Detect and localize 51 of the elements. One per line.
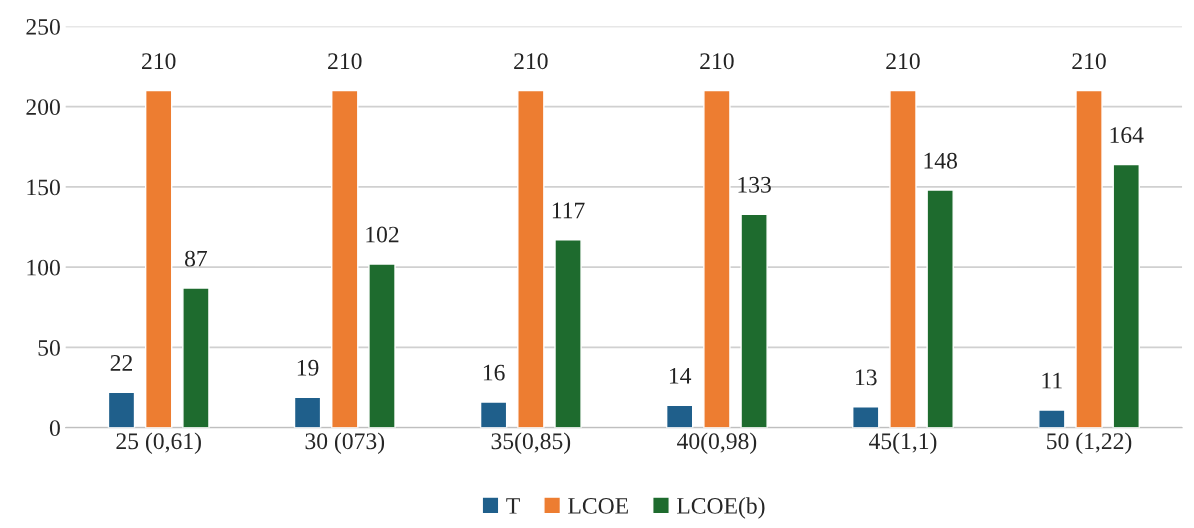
- y-tick-label: 50: [38, 339, 60, 356]
- bar: [144, 89, 173, 428]
- legend-label: LCOE(b): [677, 497, 765, 519]
- bar: [1038, 409, 1066, 428]
- bar: [665, 404, 694, 428]
- data-label: 87: [185, 250, 208, 267]
- x-tick-label: 35(0,85): [491, 432, 571, 454]
- bar: [368, 263, 396, 428]
- data-label: 19: [297, 359, 319, 376]
- data-label: 133: [738, 176, 771, 193]
- bar: [1075, 89, 1103, 428]
- legend-label: T: [506, 498, 520, 514]
- y-tick-label: 200: [26, 99, 60, 116]
- data-label: 22: [110, 355, 132, 371]
- x-tick-label: 25 (0,61): [116, 432, 201, 454]
- bar: [703, 89, 731, 428]
- legend-label: LCOE: [568, 497, 628, 514]
- data-label: 117: [552, 202, 585, 219]
- bar: [554, 239, 582, 428]
- x-tick-label: 30 (073): [305, 432, 385, 454]
- y-tick-label: 250: [26, 18, 60, 35]
- data-label: 210: [1072, 53, 1106, 70]
- y-tick-label: 0: [49, 420, 60, 437]
- x-tick-label: 45(1,1): [869, 432, 937, 454]
- bar: [740, 213, 768, 428]
- data-label: 11: [1042, 372, 1062, 389]
- bar: [107, 391, 136, 428]
- data-label: 14: [669, 367, 692, 384]
- bar: [852, 406, 880, 428]
- bar: [293, 396, 322, 428]
- data-label: 13: [856, 369, 877, 386]
- data-label: 210: [886, 53, 920, 70]
- bar: [517, 89, 545, 428]
- data-label: 210: [328, 53, 362, 70]
- bar: [926, 189, 954, 428]
- x-tick-label: 40(0,98): [677, 432, 757, 454]
- data-label: 148: [924, 152, 957, 169]
- bar: [889, 89, 917, 428]
- data-label: 210: [142, 53, 176, 70]
- bar: [182, 287, 210, 428]
- data-label: 164: [1110, 127, 1144, 143]
- y-tick-label: 100: [27, 259, 60, 276]
- bar: [1112, 163, 1140, 428]
- data-label: 102: [366, 226, 399, 243]
- bar: [479, 401, 508, 428]
- x-tick-label: 50 (1,22): [1047, 432, 1132, 454]
- data-label: 210: [514, 53, 548, 70]
- data-label: 210: [700, 53, 734, 70]
- bar: [331, 89, 359, 428]
- y-tick-label: 150: [27, 179, 60, 196]
- data-label: 16: [483, 364, 505, 381]
